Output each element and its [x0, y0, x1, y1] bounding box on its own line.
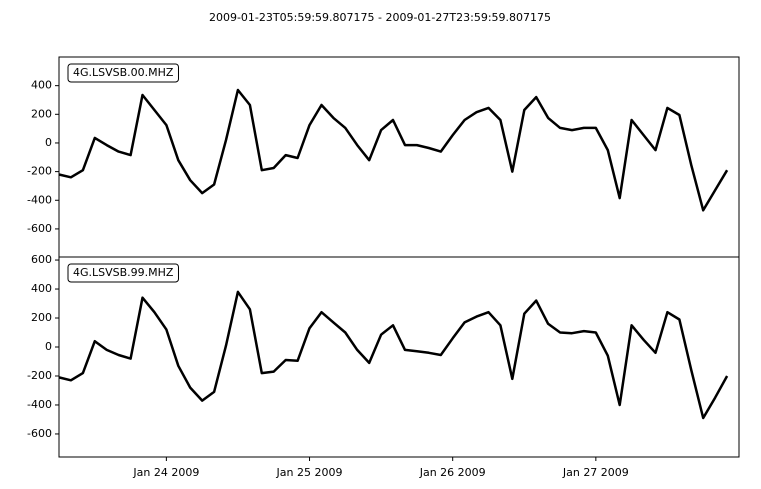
- y-tick-label: -400: [27, 193, 52, 206]
- y-tick-label: -600: [27, 427, 52, 440]
- trace: [58, 88, 729, 212]
- axes-frame: [58, 256, 740, 458]
- x-tick-label: Jan 24 2009: [132, 466, 199, 479]
- y-tick-label: -600: [27, 222, 52, 235]
- y-tick-label: 400: [31, 79, 52, 92]
- trace: [58, 290, 729, 420]
- legend-label: 4G.LSVSB.99.MHZ: [73, 266, 174, 279]
- y-tick-label: 600: [31, 253, 52, 266]
- y-tick-label: 0: [45, 136, 52, 149]
- x-tick-label: Jan 25 2009: [276, 466, 343, 479]
- x-tick-label: Jan 26 2009: [419, 466, 486, 479]
- y-tick-label: -200: [27, 165, 52, 178]
- x-tick-label: Jan 27 2009: [562, 466, 629, 479]
- y-tick-label: -400: [27, 398, 52, 411]
- figure-title: 2009-01-23T05:59:59.807175 - 2009-01-27T…: [209, 11, 551, 24]
- y-tick-label: 0: [45, 340, 52, 353]
- y-tick-label: 200: [31, 311, 52, 324]
- y-tick-label: 400: [31, 282, 52, 295]
- y-tick-label: -200: [27, 369, 52, 382]
- legend-label: 4G.LSVSB.00.MHZ: [73, 66, 174, 79]
- legend-box: [67, 263, 179, 283]
- y-tick-label: 200: [31, 107, 52, 120]
- legend-box: [67, 63, 179, 83]
